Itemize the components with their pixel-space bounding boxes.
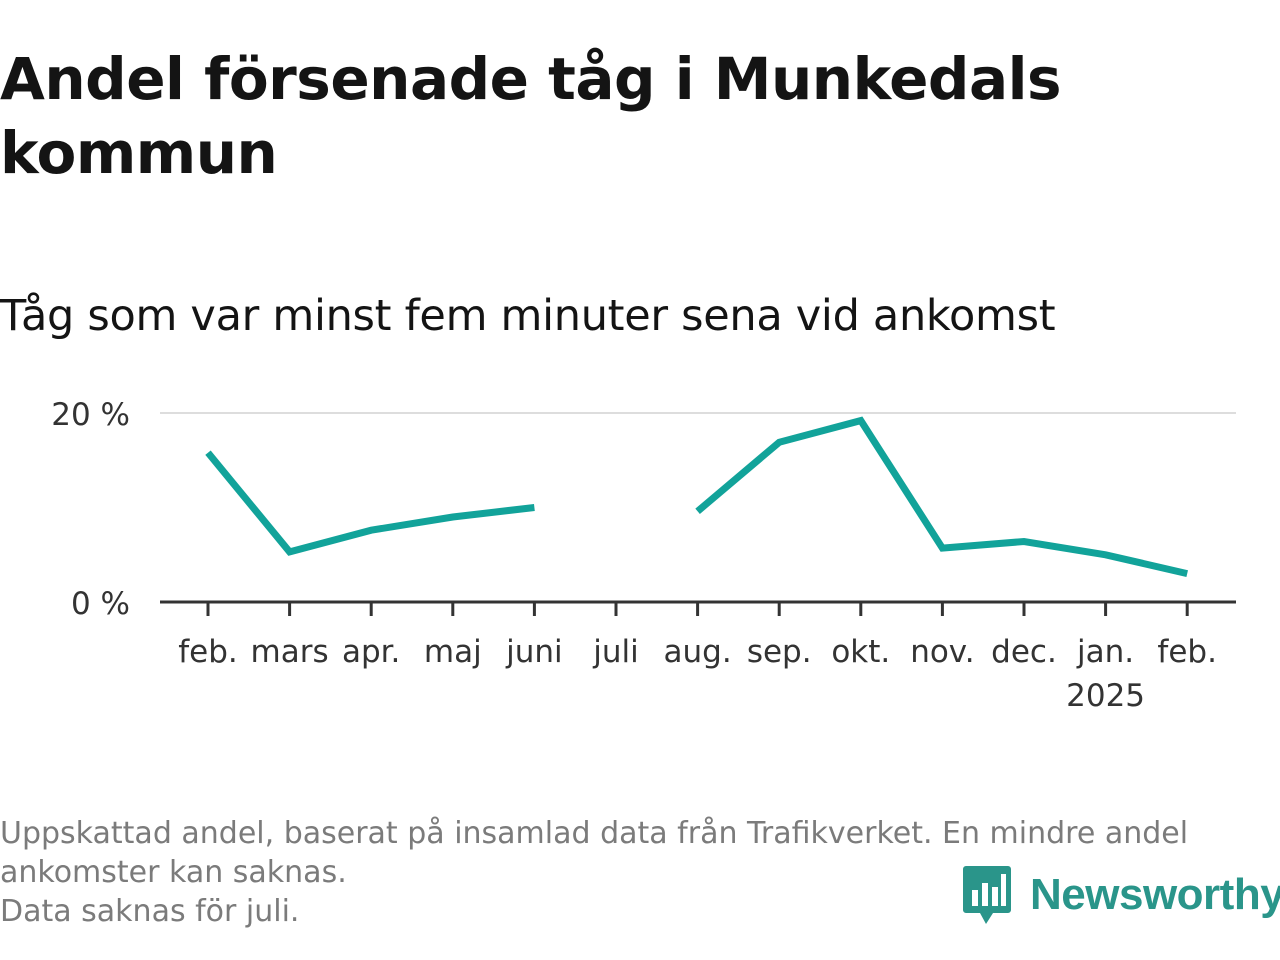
brand-logo: Newsworthy bbox=[962, 862, 1280, 928]
x-tick-label: mars bbox=[251, 634, 329, 670]
y-tick-label: 20 % bbox=[51, 397, 130, 433]
x-tick-label: aug. bbox=[664, 634, 732, 670]
x-tick-label: dec. bbox=[991, 634, 1057, 670]
footnote: Uppskattad andel, baserat på insamlad da… bbox=[0, 814, 1270, 931]
footnote-line: Uppskattad andel, baserat på insamlad da… bbox=[0, 816, 1189, 851]
x-tick-label: sep. bbox=[747, 634, 812, 670]
x-tick-year-label: 2025 bbox=[1066, 678, 1145, 714]
x-tick-label: apr. bbox=[342, 634, 400, 670]
series-line bbox=[205, 416, 1188, 578]
newsworthy-logo-icon bbox=[963, 866, 1011, 924]
x-tick-label: juni bbox=[505, 634, 563, 670]
x-tick-label: maj bbox=[424, 634, 482, 670]
footnote-line: ankomster kan saknas. bbox=[0, 855, 347, 890]
footnote-line: Data saknas för juli. bbox=[0, 894, 300, 929]
chart-subtitle: Tåg som var minst fem minuter sena vid a… bbox=[0, 291, 1056, 341]
chart-title: Andel försenade tåg i Munkedals kommun bbox=[0, 45, 1061, 187]
x-tick-label: nov. bbox=[910, 634, 974, 670]
brand-name: Newsworthy bbox=[1030, 870, 1280, 919]
x-tick-label: feb. bbox=[1157, 634, 1217, 670]
x-tick-label: jan. bbox=[1076, 634, 1134, 670]
x-tick-label: feb. bbox=[178, 634, 238, 670]
x-tick-label: okt. bbox=[831, 634, 890, 670]
x-tick-label: juli bbox=[592, 634, 639, 670]
y-tick-label: 0 % bbox=[71, 586, 130, 622]
